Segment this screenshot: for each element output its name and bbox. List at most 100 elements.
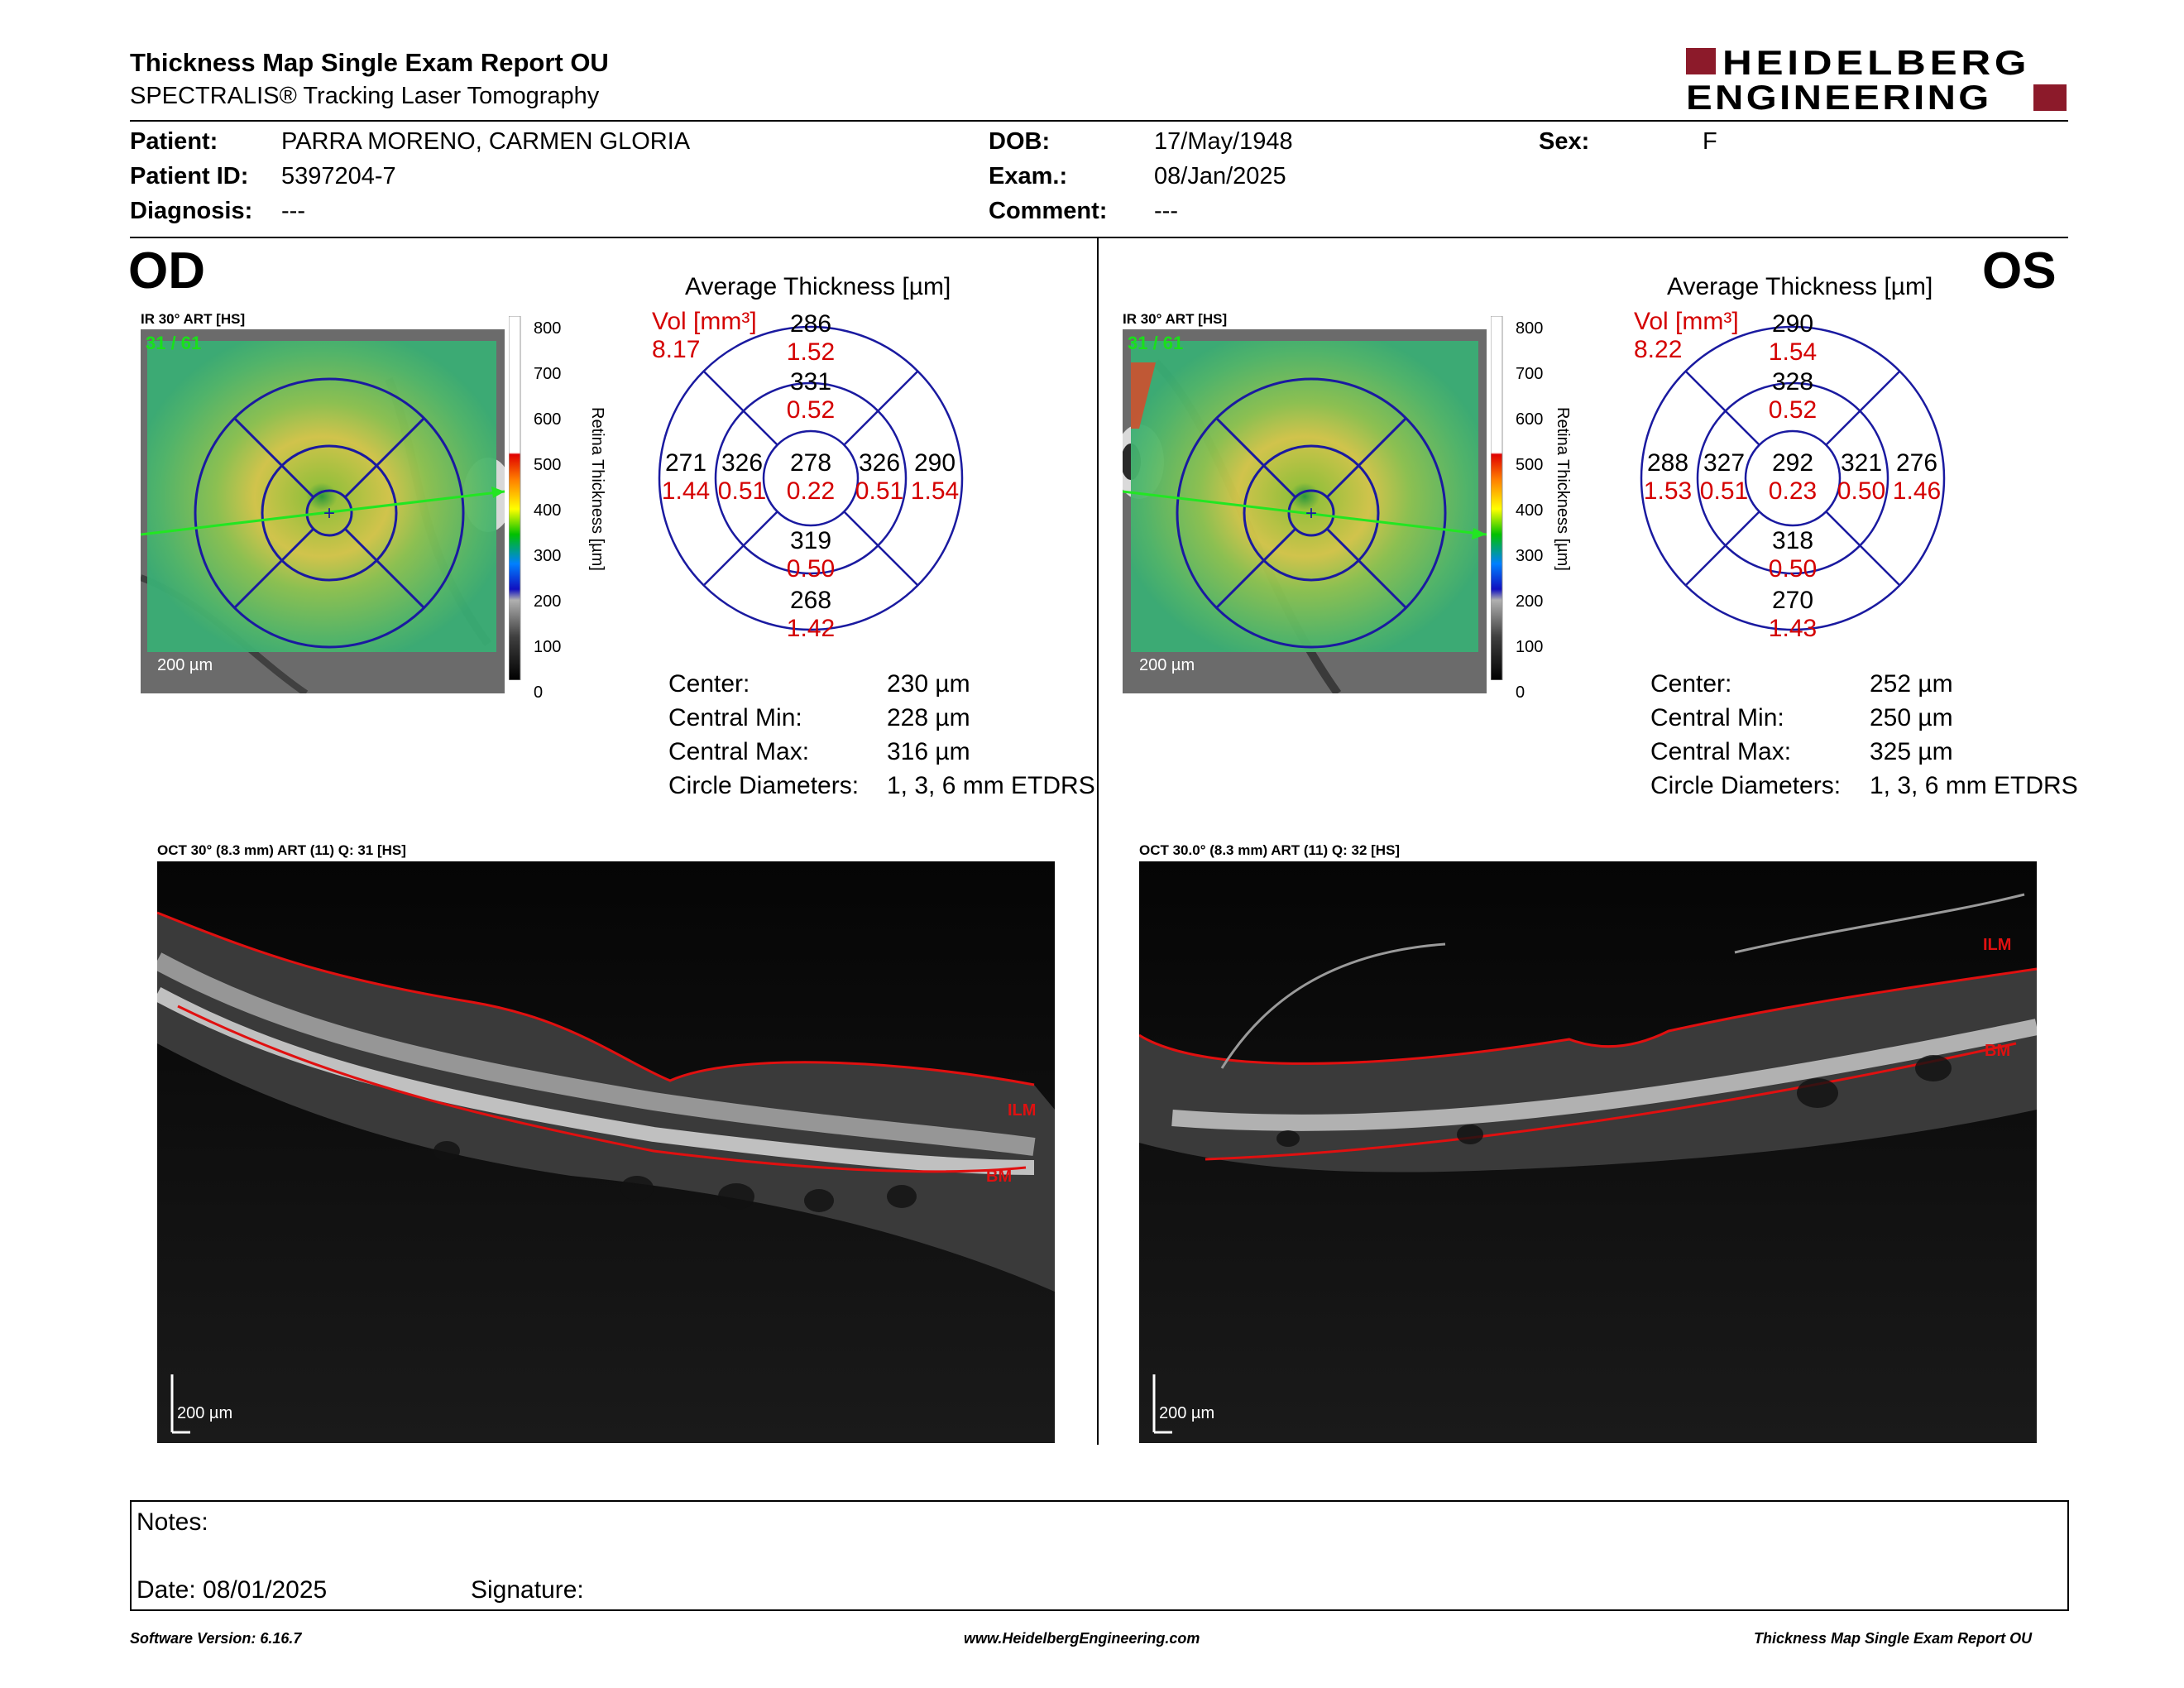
- od-oct-label: OCT 30° (8.3 mm) ART (11) Q: 31 [HS]: [157, 842, 406, 858]
- os-fundus-label: IR 30° ART [HS]: [1123, 311, 1228, 327]
- os-outer-right-volume: 1.46: [1892, 477, 1942, 505]
- os-inner-right-volume: 0.50: [1837, 477, 1886, 505]
- od-vol-label: Vol [mm³]: [652, 308, 757, 335]
- comment-label: Comment:: [989, 198, 1108, 224]
- od-outer-right-volume: 1.54: [910, 477, 960, 505]
- os-center-volume: 0.23: [1768, 477, 1818, 505]
- signature-label: Signature:: [471, 1576, 584, 1604]
- od-diam-value: 1, 3, 6 mm ETDRS: [887, 772, 1095, 799]
- od-center-thickness: 278: [789, 449, 832, 477]
- svg-text:+: +: [323, 502, 335, 525]
- os-center-thickness: 292: [1771, 449, 1814, 477]
- os-outer-right-thickness: 276: [1895, 449, 1938, 477]
- os-outer-bottom-volume: 1.43: [1768, 615, 1818, 642]
- footer-website[interactable]: www.HeidelbergEngineering.com: [964, 1630, 1200, 1647]
- od-inner-bottom-volume: 0.50: [786, 555, 836, 583]
- od-max-label: Central Max:: [668, 738, 810, 765]
- os-etdrs-grid: 290 1.54 328 0.52 288 1.53 327 0.51 292 …: [1640, 310, 1946, 642]
- od-fundus-scale: 200 µm: [157, 656, 213, 674]
- od-inner-left-volume: 0.51: [717, 477, 767, 505]
- os-colorbar-label: Retina Thickness [µm]: [1554, 407, 1572, 571]
- od-min-value: 228 µm: [887, 704, 970, 731]
- od-diam-label: Circle Diameters:: [668, 772, 860, 799]
- os-diam-value: 1, 3, 6 mm ETDRS: [1870, 772, 2078, 799]
- os-oct-scan: 200 µm ILM BM: [1139, 861, 2037, 1443]
- od-max-value: 316 µm: [887, 738, 970, 765]
- od-center-value: 230 µm: [887, 670, 970, 698]
- os-inner-left-thickness: 327: [1703, 449, 1746, 477]
- od-outer-top-thickness: 286: [790, 310, 832, 338]
- os-avg-title: Average Thickness [µm]: [1667, 273, 1933, 300]
- os-colorbar-ticks: 800 700 600 500 400 300 200 100 0: [1516, 319, 1544, 702]
- os-outer-left-volume: 1.53: [1643, 477, 1693, 505]
- od-thickness-map: + 31 / 61 200 µm: [141, 329, 505, 693]
- footer-report-name: Thickness Map Single Exam Report OU: [1754, 1630, 2033, 1647]
- exam-label: Exam.:: [989, 163, 1068, 189]
- os-thickness-map: + 31 / 61 200 µm: [1123, 329, 1487, 693]
- svg-text:+: +: [1305, 502, 1317, 525]
- os-outer-left-thickness: 288: [1646, 449, 1689, 477]
- od-outer-top-volume: 1.52: [786, 338, 836, 366]
- os-oct-scale: 200 µm: [1159, 1404, 1215, 1422]
- patient-name: PARRA MORENO, CARMEN GLORIA: [281, 128, 691, 155]
- patient-id: 5397204-7: [281, 163, 396, 189]
- od-oct-scan: 200 µm ILM BM: [157, 861, 1055, 1443]
- od-outer-bottom-thickness: 268: [790, 587, 832, 614]
- od-oct-scale: 200 µm: [177, 1404, 233, 1422]
- sex: F: [1703, 128, 1717, 155]
- os-fundus-quality: 31 / 61: [1128, 333, 1184, 353]
- os-inner-top-thickness: 328: [1772, 368, 1814, 396]
- os-inner-bottom-thickness: 318: [1772, 527, 1814, 554]
- od-outer-right-thickness: 290: [913, 449, 956, 477]
- os-max-value: 325 µm: [1870, 738, 1953, 765]
- os-fundus-scale: 200 µm: [1139, 656, 1195, 674]
- os-label: OS: [1982, 242, 2057, 300]
- od-etdrs-grid: 286 1.52 331 0.52 271 1.44 326 0.51 278 …: [658, 310, 964, 642]
- os-colorbar: 800 700 600 500 400 300 200 100 0 Retina…: [1491, 316, 1590, 702]
- os-min-value: 250 µm: [1870, 704, 1953, 731]
- od-center-label: Center:: [668, 670, 750, 698]
- diagnosis-label: Diagnosis:: [130, 198, 253, 224]
- os-oct-bm-label: BM: [1985, 1042, 2011, 1060]
- od-inner-top-thickness: 331: [790, 368, 832, 396]
- od-min-label: Central Min:: [668, 704, 802, 731]
- od-oct-bm-label: BM: [986, 1168, 1013, 1186]
- os-center-label: Center:: [1650, 670, 1732, 698]
- od-outer-bottom-volume: 1.42: [786, 615, 836, 642]
- od-avg-title: Average Thickness [µm]: [685, 273, 951, 300]
- os-outer-top-thickness: 290: [1772, 310, 1814, 338]
- os-outer-top-volume: 1.54: [1768, 338, 1818, 366]
- od-oct-ilm-label: ILM: [1008, 1101, 1037, 1120]
- os-vol-total: 8.22: [1634, 336, 1683, 363]
- notes-date: Date: 08/01/2025: [136, 1576, 328, 1604]
- od-inner-bottom-thickness: 319: [790, 527, 832, 554]
- exam-date: 08/Jan/2025: [1154, 163, 1286, 189]
- dob-label: DOB:: [989, 128, 1051, 155]
- od-inner-top-volume: 0.52: [786, 396, 836, 424]
- logo-line1: HEIDELBERG: [1722, 43, 2031, 82]
- od-inner-right-volume: 0.51: [855, 477, 904, 505]
- os-min-label: Central Min:: [1650, 704, 1784, 731]
- patient-label: Patient:: [130, 128, 218, 155]
- sex-label: Sex:: [1539, 128, 1590, 155]
- footer-software-version: Software Version: 6.16.7: [130, 1630, 302, 1647]
- od-outer-left-thickness: 271: [664, 449, 707, 477]
- os-max-label: Central Max:: [1650, 738, 1792, 765]
- os-inner-top-volume: 0.52: [1768, 396, 1818, 424]
- od-inner-left-thickness: 326: [721, 449, 764, 477]
- notes-label: Notes:: [136, 1508, 208, 1536]
- report-subtitle: SPECTRALIS® Tracking Laser Tomography: [130, 83, 600, 109]
- os-diam-label: Circle Diameters:: [1650, 772, 1842, 799]
- os-outer-bottom-thickness: 270: [1772, 587, 1814, 614]
- od-outer-left-volume: 1.44: [661, 477, 711, 505]
- diagnosis: ---: [281, 198, 305, 224]
- od-colorbar-label: Retina Thickness [µm]: [588, 407, 606, 571]
- notes-box: Notes: Date: 08/01/2025 Signature:: [130, 1500, 2069, 1611]
- os-oct-ilm-label: ILM: [1983, 936, 2012, 954]
- od-colorbar-ticks: 800 700 600 500 400 300 200 100 0: [534, 319, 562, 702]
- os-inner-right-thickness: 321: [1840, 449, 1883, 477]
- od-fundus-quality: 31 / 61: [146, 333, 202, 353]
- patient-id-label: Patient ID:: [130, 163, 249, 189]
- os-oct-label: OCT 30.0° (8.3 mm) ART (11) Q: 32 [HS]: [1139, 842, 1401, 858]
- report-title: Thickness Map Single Exam Report OU: [130, 48, 609, 77]
